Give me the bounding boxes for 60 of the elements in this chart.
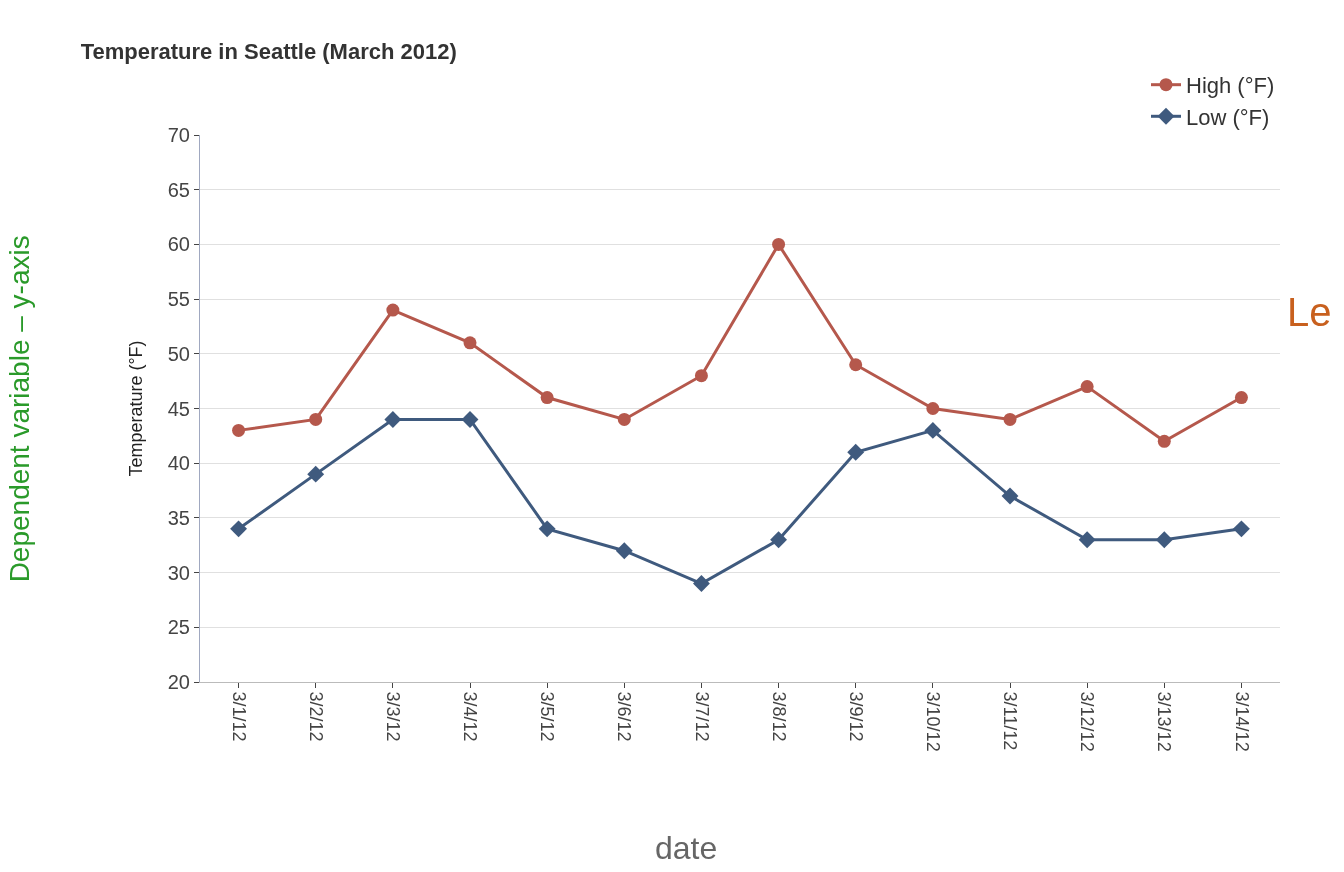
point (849, 358, 863, 372)
point (538, 520, 556, 538)
x-tick-label: 3/11/12 (1000, 691, 1021, 751)
text: Le (1287, 290, 1332, 334)
point (386, 303, 400, 317)
point (926, 402, 940, 415)
y-tick-label: 70 (167, 124, 190, 146)
chart-title: Temperature in Seattle (March 2012) (80, 39, 457, 64)
point (770, 531, 788, 549)
point (384, 410, 402, 428)
point (1078, 531, 1096, 549)
point (692, 575, 710, 592)
point (463, 336, 477, 350)
point (1234, 391, 1248, 405)
point (924, 421, 942, 439)
y-tick-label: 30 (167, 561, 190, 584)
point (615, 542, 633, 560)
y-tick-label: 50 (167, 342, 190, 365)
y-tick-label: 35 (167, 506, 190, 529)
x-tick-label: 3/10/12 (923, 691, 944, 752)
x-tick-label: 3/3/12 (383, 691, 404, 742)
y-tick-label: 55 (167, 288, 190, 311)
x-tick-label: 3/14/12 (1231, 691, 1252, 752)
x-tick-label: 3/2/12 (305, 691, 326, 742)
point (1003, 412, 1017, 426)
text: date (655, 830, 718, 866)
x-tick-label: 3/6/12 (614, 691, 635, 742)
point (1155, 531, 1173, 549)
x-tick-label: 3/4/12 (460, 691, 481, 742)
point (232, 423, 246, 437)
point (461, 410, 479, 428)
point (1157, 434, 1171, 448)
x-tick-label: 3/5/12 (537, 691, 558, 742)
point (307, 465, 325, 483)
point (540, 391, 554, 405)
y-tick-label: 40 (167, 452, 190, 475)
point (1080, 380, 1094, 394)
x-tick-label: 3/8/12 (768, 691, 789, 742)
y-tick-label: 20 (167, 671, 190, 693)
point (694, 369, 708, 383)
x-tick-label: 3/1/12 (228, 691, 249, 742)
point (847, 443, 865, 461)
point (772, 237, 786, 251)
y-tick-label: 60 (167, 233, 190, 256)
text: Dependent variable – y-axis (4, 235, 36, 583)
legend-label: Low (°F) (1186, 104, 1270, 130)
point (230, 520, 248, 538)
point (617, 412, 631, 426)
x-tick-label: 3/12/12 (1077, 691, 1098, 752)
legend-label: High (°F) (1186, 73, 1275, 99)
point (1001, 487, 1019, 505)
x-tick-label: 3/13/12 (1154, 691, 1175, 752)
y-tick-label: 65 (167, 178, 190, 201)
y-axis-title: Temperature (°F) (125, 340, 146, 477)
x-tick-label: 3/9/12 (845, 691, 866, 742)
point (309, 412, 323, 426)
point (1232, 520, 1250, 538)
y-tick-label: 25 (167, 616, 190, 639)
x-tick-label: 3/7/12 (691, 691, 712, 742)
y-tick-label: 45 (167, 397, 190, 420)
